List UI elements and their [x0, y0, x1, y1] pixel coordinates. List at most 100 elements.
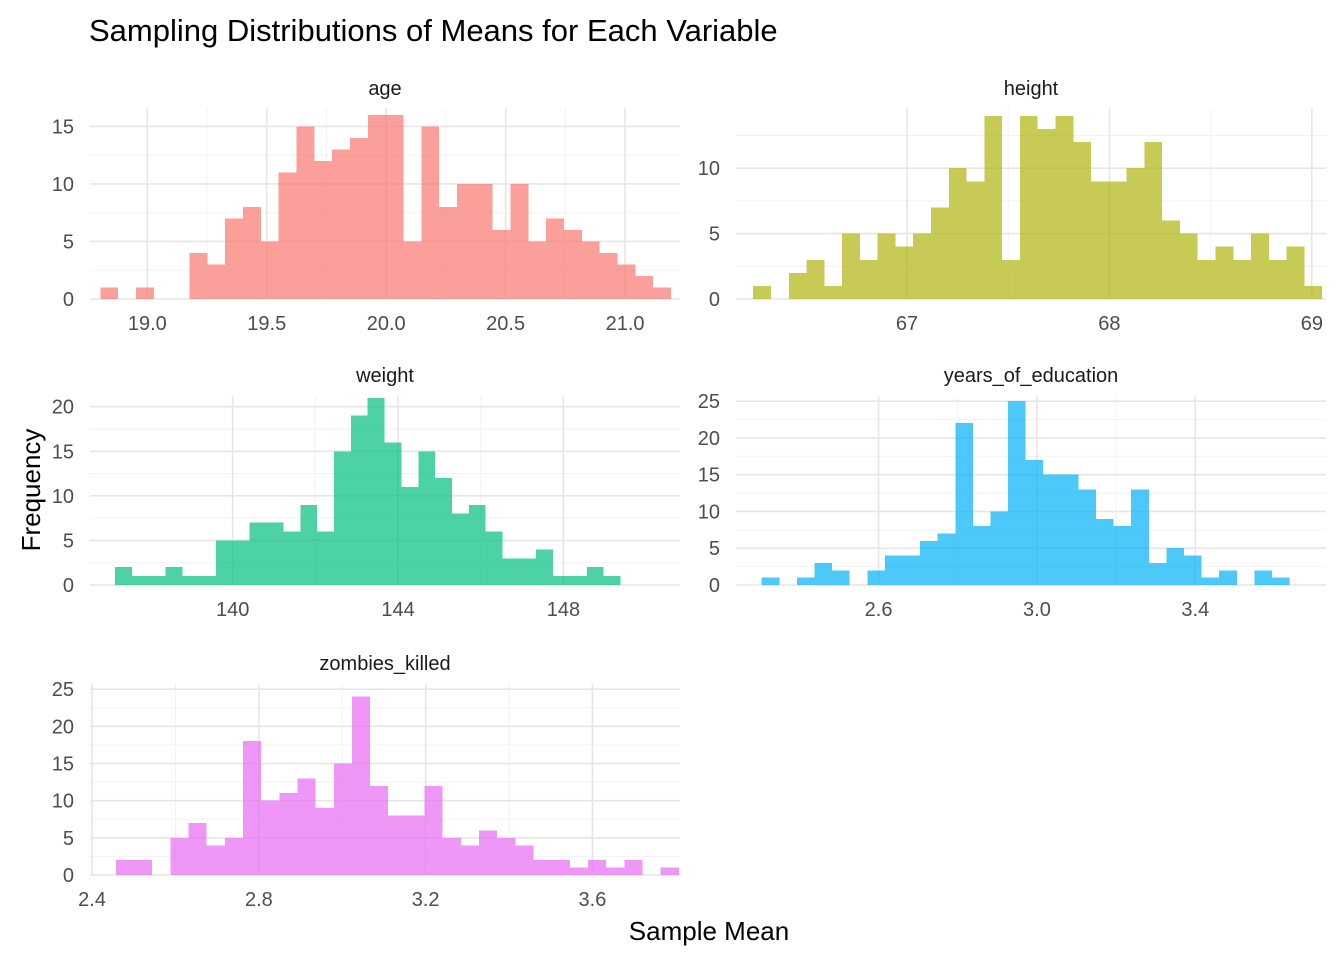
- histogram-bar: [350, 415, 368, 585]
- histogram-bar: [1162, 220, 1180, 299]
- histogram-bar: [1043, 474, 1061, 585]
- histogram-bar: [553, 576, 570, 585]
- histogram-bar: [1219, 570, 1237, 585]
- x-tick-label: 3.0: [1023, 599, 1051, 621]
- histogram-bar: [225, 218, 243, 299]
- histogram-bar: [546, 218, 565, 299]
- histogram-bar: [984, 115, 1003, 300]
- y-tick-label: 10: [52, 174, 74, 196]
- histogram-bar: [332, 149, 350, 299]
- histogram-bar: [824, 285, 843, 299]
- histogram-bar: [955, 423, 973, 585]
- histogram-bar: [1268, 259, 1287, 299]
- histogram-bar: [468, 504, 486, 585]
- histogram-bar: [1060, 474, 1079, 585]
- histogram-bar: [224, 837, 243, 875]
- histogram-bar: [1201, 577, 1220, 585]
- y-tick-label: 20: [698, 428, 720, 450]
- histogram-bar: [606, 867, 625, 875]
- facet-label-age: age: [368, 78, 401, 100]
- histogram-bar: [1179, 233, 1198, 299]
- histogram-bar: [232, 540, 250, 585]
- histogram-bar: [551, 860, 570, 875]
- histogram-bar: [1148, 562, 1167, 585]
- facet-panels: age 19.0 19.5 20.0 20.5 21.0 0 5 10 15 height 67 68 6…: [52, 78, 1326, 911]
- x-tick-label: 68: [1098, 313, 1120, 335]
- histogram-bar: [297, 778, 316, 875]
- histogram-bar: [1019, 115, 1038, 300]
- histogram-bar: [806, 259, 825, 299]
- histogram-bar: [333, 763, 352, 875]
- histogram-bar: [401, 486, 419, 585]
- x-tick-label: 2.6: [865, 599, 893, 621]
- x-tick-label: 3.2: [412, 889, 440, 911]
- histogram-bar: [587, 860, 607, 875]
- y-tick-label: 10: [52, 791, 74, 813]
- histogram-bar: [333, 451, 351, 585]
- histogram-bar: [497, 837, 516, 875]
- y-tick-label: 15: [52, 754, 74, 776]
- histogram-bar: [528, 241, 547, 299]
- y-tick-label: 15: [52, 116, 74, 138]
- histogram-bar: [492, 229, 511, 299]
- x-tick-label: 21.0: [606, 313, 645, 335]
- y-tick-label: 10: [698, 501, 720, 523]
- histogram-bar: [1091, 181, 1109, 299]
- histogram-bar: [424, 785, 443, 875]
- histogram-bars-weight: [114, 397, 621, 585]
- histogram-bar: [1126, 168, 1145, 299]
- y-tick-label: 5: [709, 538, 720, 560]
- histogram-bar: [564, 229, 582, 299]
- histogram-bar: [474, 183, 493, 299]
- histogram-bar: [519, 558, 537, 585]
- panel-weight: weight 140 144 148 0 5 10 15 20: [52, 365, 680, 621]
- histogram-bar: [278, 172, 297, 299]
- histogram-bar: [581, 241, 600, 299]
- histogram-bar: [266, 522, 284, 585]
- x-tick-label: 19.0: [128, 313, 167, 335]
- histogram-bar: [261, 800, 280, 875]
- histogram-bar: [131, 576, 149, 585]
- histogram-bar: [1073, 142, 1092, 299]
- y-tick-label: 5: [709, 224, 720, 246]
- histogram-bar: [586, 567, 604, 585]
- histogram-bar: [920, 540, 938, 585]
- histogram-bar: [279, 793, 298, 875]
- y-tick-label: 0: [63, 575, 74, 597]
- histogram-bar: [1144, 142, 1163, 299]
- histogram-bar: [485, 531, 503, 585]
- histogram-bar: [859, 259, 878, 299]
- histogram-bar: [990, 511, 1009, 585]
- facet-label-zombies_killed: zombies_killed: [319, 653, 450, 675]
- histogram-bar: [460, 845, 480, 875]
- histogram-bar: [1197, 259, 1216, 299]
- histogram-bar: [753, 285, 771, 299]
- histogram-bar: [653, 287, 672, 299]
- histogram-bar: [966, 181, 985, 299]
- histogram-bar: [1008, 401, 1026, 585]
- histogram-bar: [660, 867, 679, 875]
- histogram-bars-zombies_killed: [115, 696, 679, 875]
- histogram-bar: [370, 785, 389, 875]
- histogram-bar: [207, 264, 226, 299]
- histogram-bar: [796, 577, 815, 585]
- histogram-bar: [937, 533, 956, 585]
- panel-years_of_education: years_of_education 2.6 3.0 3.4 0 5 10 15 20 25: [698, 365, 1326, 621]
- histogram-bar: [182, 576, 200, 585]
- histogram-bar: [388, 815, 407, 875]
- histogram-bar: [315, 808, 334, 875]
- histogram-bar: [1113, 526, 1132, 585]
- histogram-bar: [206, 845, 225, 875]
- histogram-bar: [1166, 548, 1184, 585]
- histogram-bar: [249, 522, 267, 585]
- histogram-bar: [442, 837, 461, 875]
- histogram-bar: [456, 183, 475, 299]
- histogram-bar: [242, 741, 262, 875]
- histogram-bar: [510, 183, 529, 299]
- histogram-bar: [216, 540, 233, 585]
- histogram-bar: [1215, 246, 1234, 299]
- histogram-bars-years_of_education: [761, 401, 1290, 585]
- histogram-bar: [479, 830, 498, 875]
- x-tick-label: 2.4: [78, 889, 106, 911]
- y-tick-label: 10: [52, 486, 74, 508]
